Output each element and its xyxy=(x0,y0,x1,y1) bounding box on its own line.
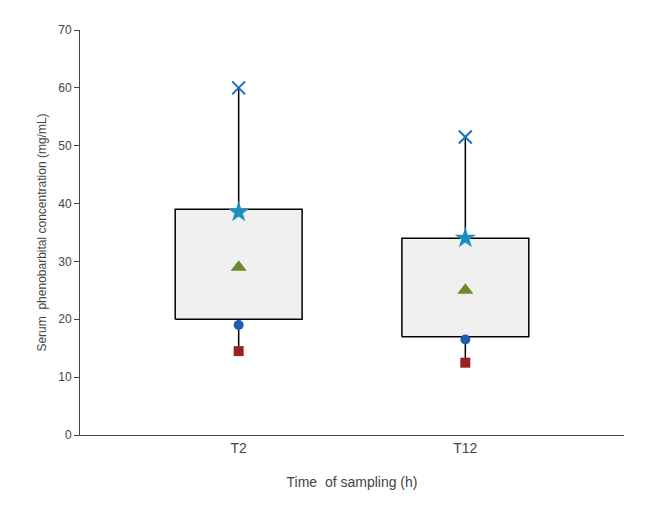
svg-text:60: 60 xyxy=(58,81,72,95)
svg-text:40: 40 xyxy=(58,197,72,211)
svg-text:10: 10 xyxy=(58,370,72,384)
svg-text:20: 20 xyxy=(58,312,72,326)
svg-text:T2: T2 xyxy=(230,440,247,456)
svg-text:70: 70 xyxy=(58,23,72,37)
svg-text:T12: T12 xyxy=(453,440,477,456)
svg-text:30: 30 xyxy=(58,255,72,269)
svg-text:Time of sampling (h): Time of sampling (h) xyxy=(287,474,418,490)
svg-text:50: 50 xyxy=(58,139,72,153)
svg-text:Serum phenobarbital concentra: Serum phenobarbital concentration (mg/mL… xyxy=(35,113,49,351)
svg-text:0: 0 xyxy=(65,428,72,442)
